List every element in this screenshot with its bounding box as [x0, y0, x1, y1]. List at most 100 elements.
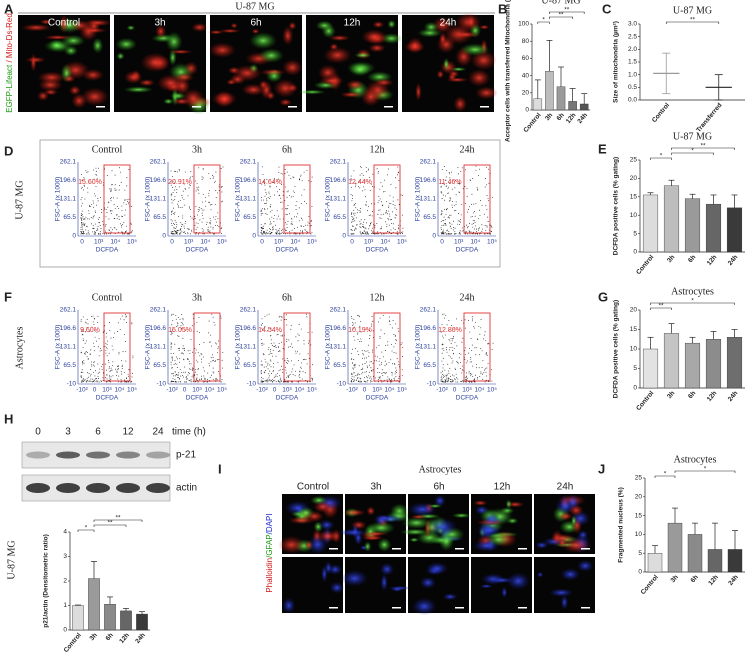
event-dot — [173, 375, 175, 377]
event-dot — [94, 329, 96, 331]
event-dot — [183, 381, 185, 383]
event-dot — [368, 355, 370, 357]
event-dot — [268, 193, 270, 195]
flow-y-tick: 131.1 — [420, 196, 437, 203]
event-dot — [84, 198, 86, 200]
flow-x-tick: 0 — [80, 239, 84, 246]
flow-x-label: DCFDA — [186, 395, 209, 402]
event-dot — [172, 380, 174, 382]
event-dot — [396, 369, 397, 371]
event-dot — [81, 231, 83, 233]
event-dot — [471, 216, 473, 218]
event-dot — [356, 212, 358, 214]
event-dot — [399, 381, 401, 383]
event-dot — [268, 191, 270, 193]
event-dot — [293, 233, 295, 235]
event-dot — [110, 213, 112, 215]
event-dot — [359, 341, 361, 343]
event-dot — [440, 191, 442, 193]
event-dot — [94, 210, 96, 212]
event-dot — [191, 229, 192, 231]
event-dot — [91, 361, 93, 363]
cell-signal — [426, 562, 449, 575]
event-dot — [86, 318, 88, 320]
event-dot — [80, 375, 82, 377]
x-tick-label: 3h — [89, 632, 99, 642]
event-dot — [207, 381, 209, 383]
event-dot — [130, 222, 132, 224]
event-dot — [132, 357, 134, 359]
event-dot — [289, 346, 291, 347]
event-dot — [379, 336, 381, 338]
event-dot — [90, 216, 92, 218]
flow-y-tick: 65.5 — [423, 214, 436, 221]
event-dot — [84, 342, 86, 344]
event-dot — [459, 368, 461, 369]
event-dot — [175, 326, 177, 327]
event-dot — [401, 214, 403, 216]
event-dot — [183, 371, 185, 373]
event-dot — [355, 217, 357, 219]
event-dot — [170, 348, 172, 350]
event-dot — [276, 231, 278, 233]
event-dot — [81, 377, 82, 379]
band-label: actin — [176, 483, 197, 494]
event-dot — [364, 180, 366, 182]
event-dot — [305, 379, 307, 381]
event-dot — [285, 208, 287, 210]
event-dot — [391, 211, 393, 213]
event-dot — [441, 211, 443, 213]
event-dot — [188, 187, 190, 189]
event-dot — [198, 233, 200, 235]
event-dot — [360, 340, 362, 342]
event-dot — [122, 216, 124, 218]
significance-label: ** — [107, 520, 113, 527]
event-dot — [352, 325, 354, 326]
event-dot — [368, 206, 370, 208]
significance-label: * — [691, 298, 694, 305]
event-dot — [389, 324, 391, 325]
event-dot — [123, 371, 125, 373]
event-dot — [354, 229, 356, 231]
event-dot — [171, 380, 173, 382]
event-dot — [86, 380, 88, 382]
event-dot — [129, 233, 130, 235]
event-dot — [170, 353, 172, 354]
band — [86, 483, 110, 493]
event-dot — [295, 336, 297, 338]
significance-bracket — [549, 11, 585, 14]
scale-bar — [480, 106, 489, 108]
event-dot — [197, 189, 199, 191]
event-dot — [285, 230, 286, 232]
event-dot — [486, 379, 488, 381]
event-dot — [469, 361, 471, 363]
event-dot — [351, 317, 353, 319]
event-dot — [282, 371, 283, 373]
event-dot — [441, 360, 443, 362]
cell-signal — [387, 19, 396, 29]
flow-y-tick: 65.5 — [63, 362, 76, 369]
scale-bar — [518, 548, 527, 550]
event-dot — [101, 211, 102, 213]
event-dot — [377, 356, 379, 358]
event-dot — [85, 229, 87, 231]
event-dot — [285, 319, 287, 320]
event-dot — [291, 221, 293, 223]
event-dot — [292, 368, 293, 370]
event-dot — [86, 171, 88, 173]
event-dot — [459, 231, 461, 233]
event-dot — [208, 195, 210, 197]
event-dot — [175, 232, 177, 234]
event-dot — [352, 195, 354, 197]
event-dot — [390, 381, 392, 383]
event-dot — [281, 228, 283, 230]
event-dot — [453, 220, 455, 222]
event-dot — [310, 233, 312, 235]
plot-title: 6h — [282, 144, 292, 155]
event-dot — [106, 175, 108, 177]
event-dot — [92, 200, 94, 202]
event-dot — [265, 370, 267, 371]
y-tick-label: 1.0 — [628, 71, 637, 78]
event-dot — [131, 380, 132, 382]
event-dot — [486, 208, 488, 210]
